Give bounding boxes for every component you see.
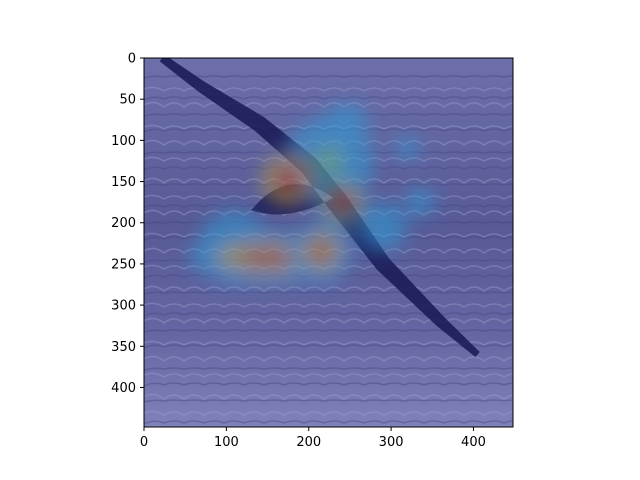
- heat-blob: [278, 170, 298, 190]
- x-tick-label: 400: [461, 435, 486, 450]
- heat-blob: [333, 194, 350, 211]
- wave-line: [144, 410, 513, 416]
- wave-line: [144, 75, 513, 79]
- x-tick-label: 300: [379, 435, 404, 450]
- wave-line: [144, 302, 513, 308]
- wave-line: [144, 291, 513, 295]
- albatross-silhouette: [159, 58, 480, 357]
- y-tick-label: 100: [111, 134, 136, 149]
- x-tick-label: 0: [140, 435, 148, 450]
- x-tick-label: 200: [296, 435, 321, 450]
- wave-line: [144, 355, 513, 362]
- y-tick-label: 0: [128, 52, 136, 67]
- heat-blob: [403, 144, 412, 153]
- plot-frame: [143, 57, 514, 428]
- wave-line: [144, 420, 513, 425]
- y-tick-label: 150: [111, 175, 136, 190]
- y-tick-label: 250: [111, 257, 136, 272]
- plot-area: [144, 58, 513, 427]
- cold-tint: [144, 58, 513, 427]
- heat-blob: [313, 145, 346, 177]
- wave-line: [144, 312, 513, 317]
- wave-line: [144, 367, 513, 371]
- wave-line: [144, 101, 513, 108]
- wave-line: [144, 285, 513, 292]
- y-tick-label: 350: [111, 340, 136, 355]
- x-axis: 0 100 200 300 400: [140, 427, 486, 450]
- wave-line: [144, 393, 513, 400]
- wave-line: [144, 329, 513, 333]
- y-tick-label: 50: [119, 93, 136, 108]
- y-tick-label: 200: [111, 216, 136, 231]
- heatmap-overlay: [188, 102, 435, 285]
- wave-line: [144, 399, 513, 403]
- y-tick-label: 400: [111, 381, 136, 396]
- wave-line: [144, 372, 513, 378]
- wave-line: [144, 317, 513, 324]
- heat-blob: [374, 218, 392, 236]
- wave-line: [144, 96, 513, 101]
- y-axis: 0 50 100 150 200 250 300 350 400: [111, 52, 144, 396]
- y-tick-label: 300: [111, 299, 136, 314]
- heat-blob: [414, 196, 426, 208]
- heat-blob: [239, 247, 296, 267]
- x-tick-label: 100: [214, 435, 239, 450]
- heat-blob: [310, 240, 333, 263]
- wave-line: [144, 382, 513, 387]
